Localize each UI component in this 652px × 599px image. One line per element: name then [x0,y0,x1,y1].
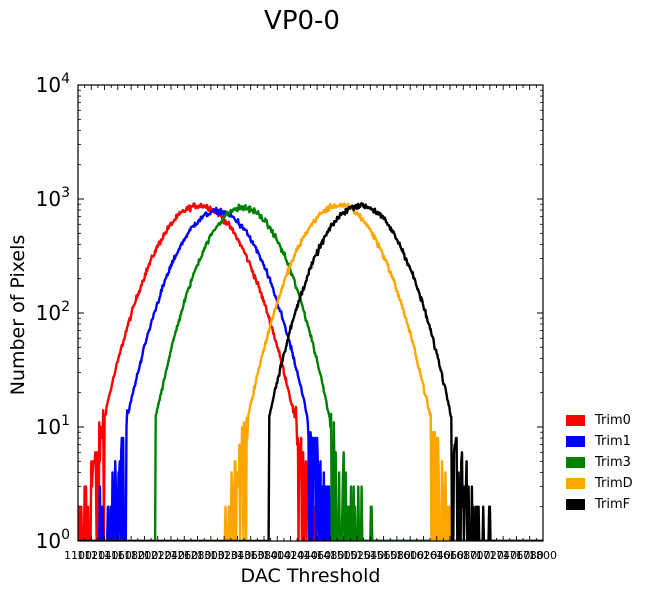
legend-swatch-trimf [566,499,585,510]
x-tick-label: 1380 [250,549,278,562]
x-tick-label: 1280 [184,549,212,562]
y-tick-label: 101 [36,413,70,439]
legend-item-trim1: Trim1 [566,431,633,452]
legend-label-trimf: TrimF [595,497,631,512]
legend-swatch-trimd [566,478,585,489]
x-tick-label: 1160 [104,549,132,562]
x-axis: 1100112011401160118012001220124012601280… [64,85,557,562]
legend-item-trim3: Trim3 [566,452,633,473]
plot-area [78,202,543,541]
x-tick-label: 1180 [117,549,145,562]
x-tick-label: 1760 [502,549,530,562]
legend-swatch-trim1 [566,436,585,447]
x-tick-label: 1580 [383,549,411,562]
y-tick-label: 100 [36,527,70,553]
legend: Trim0 Trim1 Trim3 TrimD TrimF [566,410,633,515]
x-tick-label: 1340 [223,549,251,562]
series-line-trimd [78,202,543,541]
x-tick-label: 1720 [476,549,504,562]
series-line-trim3 [78,203,543,541]
y-axis-label: Number of Pixels [7,234,29,396]
x-tick-label: 1140 [91,549,119,562]
legend-label-trim3: Trim3 [595,455,631,470]
x-tick-label: 1780 [516,549,544,562]
legend-swatch-trim0 [566,415,585,426]
y-tick-label: 104 [36,71,70,97]
x-tick-label: 1240 [157,549,185,562]
x-tick-label: 1460 [303,549,331,562]
x-tick-label: 1620 [409,549,437,562]
legend-swatch-trim3 [566,457,585,468]
x-tick-label: 1640 [423,549,451,562]
x-tick-label: 1320 [210,549,238,562]
legend-item-trim0: Trim0 [566,410,633,431]
x-tick-label: 1500 [330,549,358,562]
x-tick-label: 1600 [396,549,424,562]
x-tick-label: 1740 [489,549,517,562]
x-tick-label: 1480 [316,549,344,562]
x-tick-label: 1200 [130,549,158,562]
legend-label-trim0: Trim0 [595,413,631,428]
x-axis-label: DAC Threshold [240,565,381,587]
y-tick-label: 102 [36,299,70,325]
x-tick-label: 1800 [529,549,557,562]
x-tick-label: 1260 [170,549,198,562]
x-tick-label: 1560 [370,549,398,562]
series-line-trim1 [78,206,543,541]
legend-label-trim1: Trim1 [595,434,631,449]
x-tick-label: 1420 [277,549,305,562]
y-axis: 100 101 102 103 104 [36,71,543,553]
x-tick-label: 1680 [449,549,477,562]
x-tick-label: 1120 [77,549,105,562]
x-tick-label: 1540 [356,549,384,562]
legend-item-trimd: TrimD [566,473,633,494]
x-tick-label: 1440 [290,549,318,562]
x-tick-label: 1520 [343,549,371,562]
x-tick-label: 1300 [197,549,225,562]
y-tick-label: 103 [36,185,70,211]
chart-title: VP0-0 [264,6,340,36]
x-tick-label: 1700 [463,549,491,562]
x-tick-label: 1660 [436,549,464,562]
series-line-trimf [78,202,543,541]
x-tick-label: 1220 [144,549,172,562]
x-tick-label: 1400 [263,549,291,562]
x-tick-label: 1360 [237,549,265,562]
legend-label-trimd: TrimD [595,476,633,491]
legend-item-trimf: TrimF [566,494,633,515]
x-tick-label: 1100 [64,549,92,562]
